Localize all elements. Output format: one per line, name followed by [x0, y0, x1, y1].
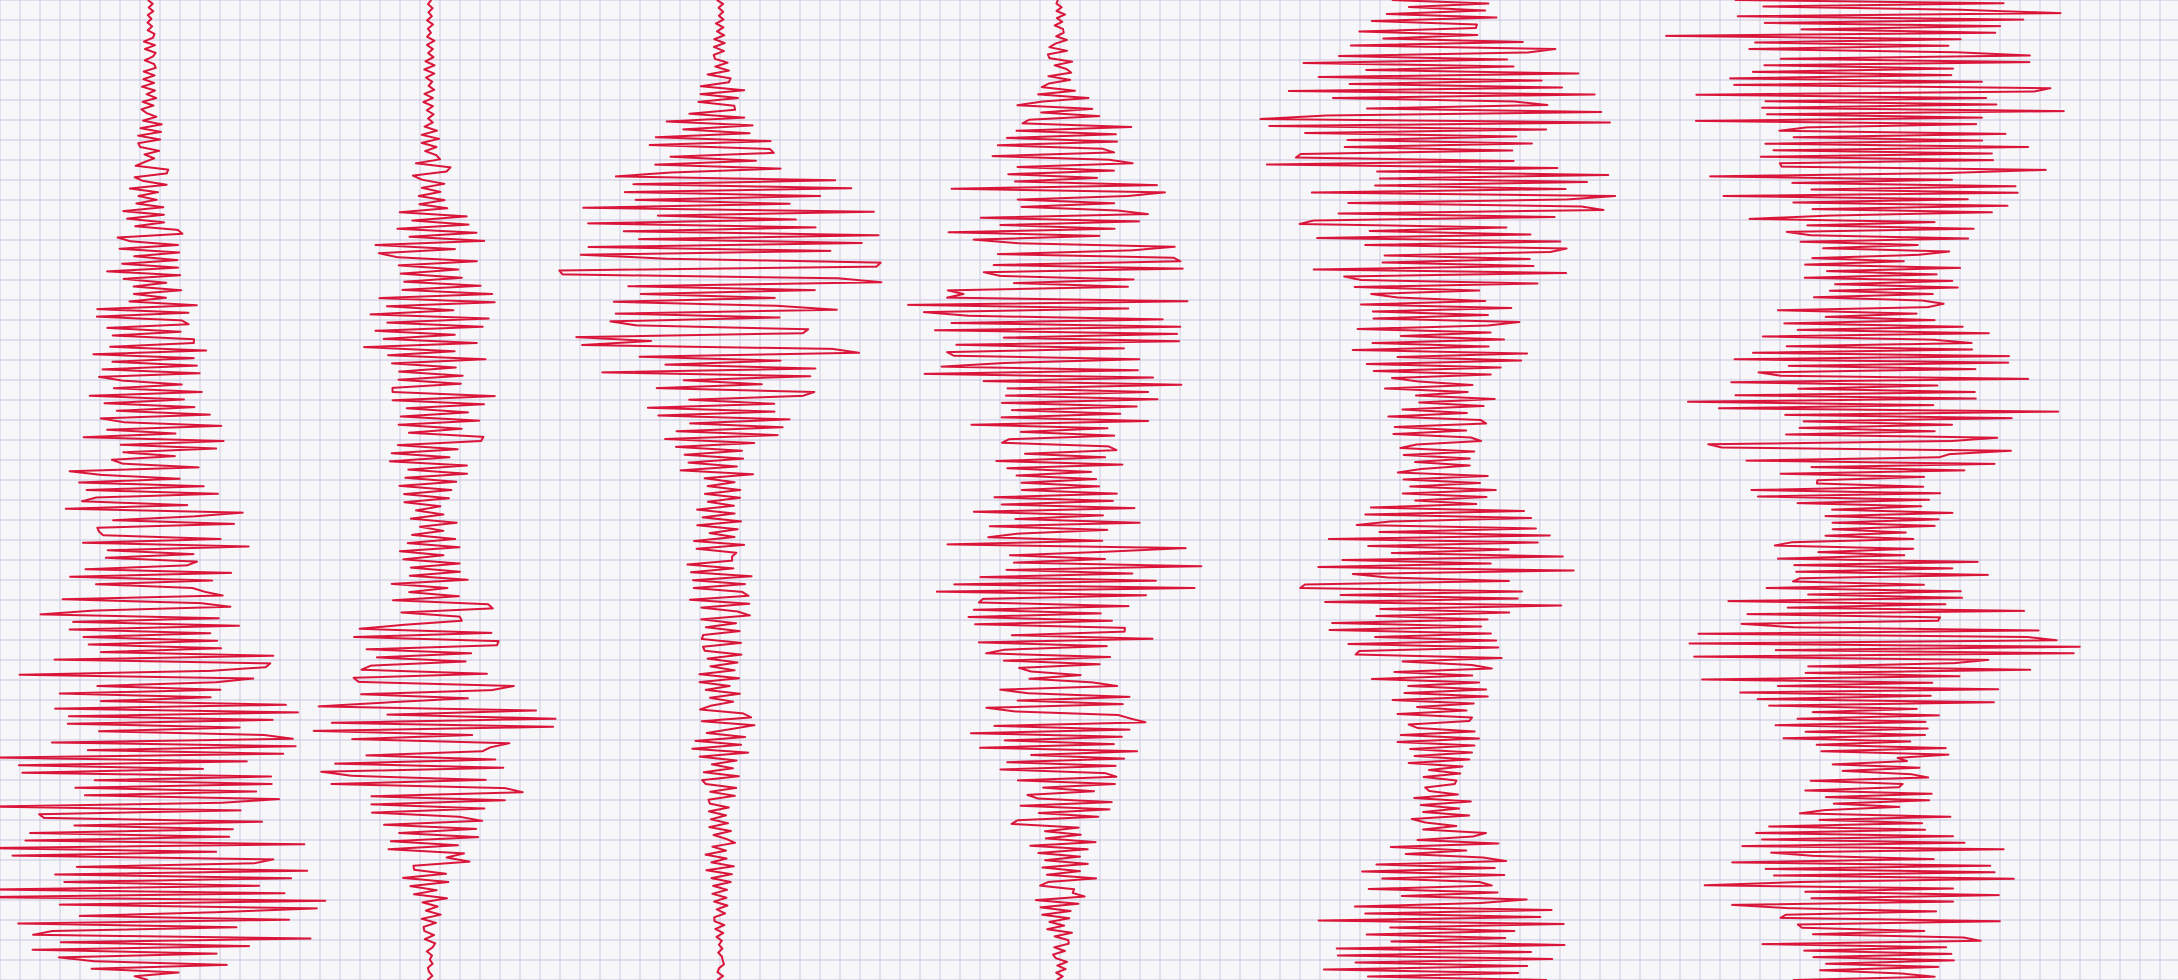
seismograph-svg	[0, 0, 2178, 980]
chart-background	[0, 0, 2178, 980]
seismograph-chart	[0, 0, 2178, 980]
